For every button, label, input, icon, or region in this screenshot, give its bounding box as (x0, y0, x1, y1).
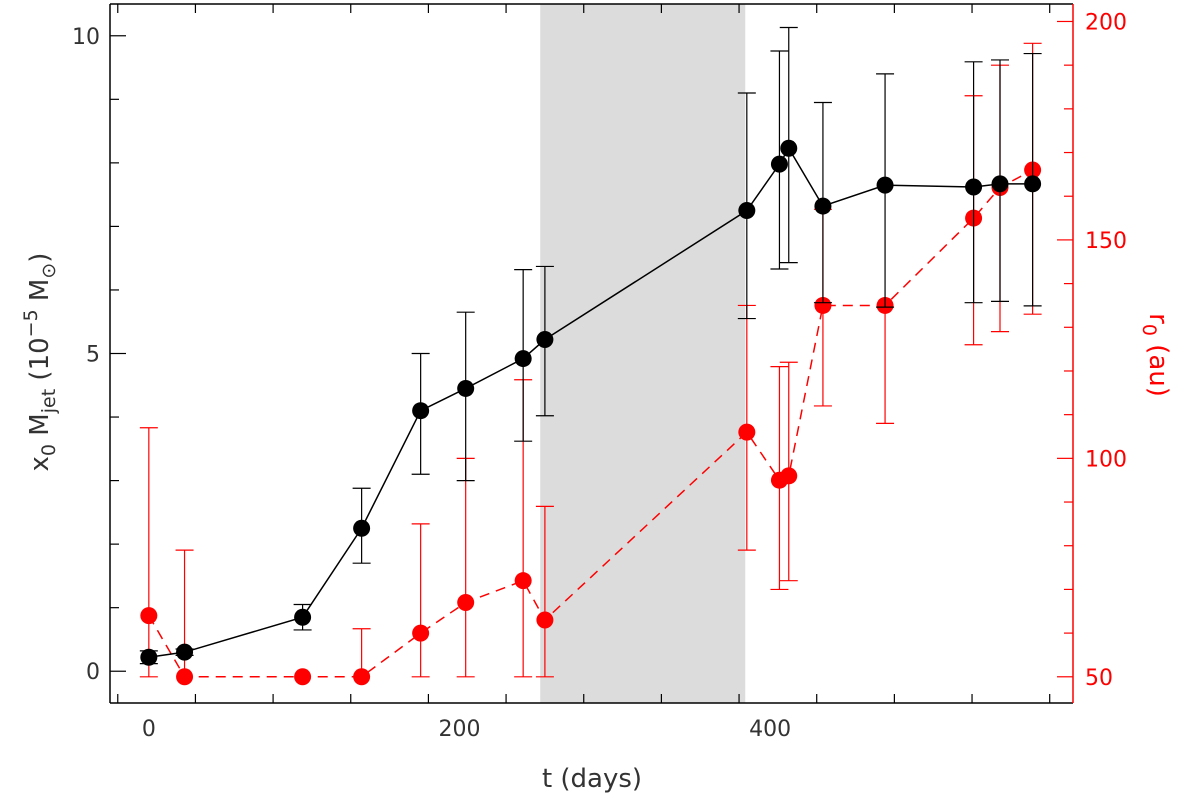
r0-data-point (738, 423, 756, 441)
y-tick-label: 0 (86, 660, 100, 685)
r0-data-point (176, 668, 194, 686)
mjet-data-point (991, 175, 1009, 193)
r0-data-point (353, 668, 371, 686)
r0-data-point (514, 572, 532, 590)
mjet-series-line (148, 146, 1033, 658)
mjet-data-point (738, 202, 756, 220)
mjet-data-point (412, 402, 430, 420)
r0-data-point (780, 467, 798, 485)
mjet-data-point (536, 331, 554, 349)
mjet-data-point (876, 176, 894, 194)
y-tick-label: 10 (72, 25, 100, 50)
y2-axis-label: r0 (au) (1138, 313, 1173, 397)
y2-tick-label: 150 (1085, 229, 1127, 254)
x-axis-label: t (days) (542, 764, 642, 794)
mjet-data-point (814, 197, 832, 215)
y-tick-label: 5 (86, 343, 100, 368)
x-tick-label: 200 (438, 717, 480, 742)
shaded-region-layer (540, 4, 746, 703)
mjet-data-point (294, 608, 312, 626)
mjet-data-point (176, 643, 194, 661)
x-tick-label: 400 (749, 717, 791, 742)
r0-series-line (148, 169, 1033, 678)
r0-data-point (814, 296, 832, 314)
mjet-data-point (770, 155, 788, 173)
y2-tick-label: 50 (1085, 666, 1113, 691)
mjet-data-point (457, 379, 475, 397)
axes-layer: 0 200 400 0 5 10 50 100 150 200 (72, 3, 1127, 742)
r0-data-point (536, 611, 554, 629)
r0-data-point (457, 594, 475, 612)
mjet-data-point (965, 178, 983, 196)
mjet-data-point (780, 139, 798, 157)
mjet-data-point (353, 519, 371, 537)
x-tick-label: 0 (142, 717, 156, 742)
y-axis-label: x0 Mjet (10−5 M⊙) (20, 253, 60, 472)
r0-data-point (140, 607, 158, 625)
mjet-data-point (1024, 175, 1042, 193)
r0-data-point (294, 668, 312, 686)
shaded-region (540, 4, 746, 703)
series-layer (139, 26, 1042, 686)
y2-tick-label: 100 (1085, 447, 1127, 472)
mjet-data-point (140, 648, 158, 666)
mjet-data-point (514, 350, 532, 368)
y2-tick-label: 200 (1085, 10, 1127, 35)
r0-data-point (412, 624, 430, 642)
